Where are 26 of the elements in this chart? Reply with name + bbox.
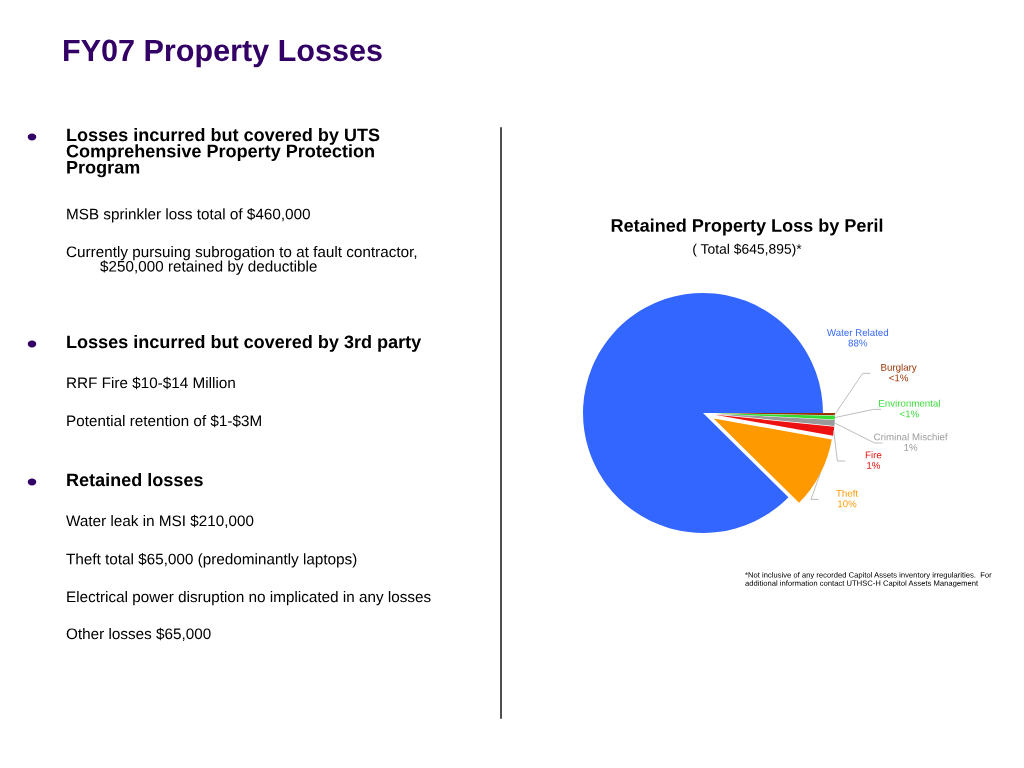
text: Theft total $65,000 (predominantly laptops)	[66, 553, 357, 568]
chart-title: Retained Property Loss by Peril	[611, 218, 883, 236]
text: Electrical power disruption no implicated in any losses	[67, 591, 431, 606]
data-label: <1%	[889, 374, 909, 382]
data-label: 88%	[848, 339, 868, 347]
slice-label: Burglary	[881, 363, 917, 373]
text: Losses incurred but covered by 3rd party	[67, 335, 422, 352]
text: Water leak in MSI $210,000	[66, 514, 254, 529]
text: MSB sprinkler loss total of $460,000	[67, 208, 310, 223]
text: FY07 Property Losses	[64, 39, 382, 68]
data-label: <1%	[900, 410, 919, 418]
slice-label: Water Related	[826, 328, 889, 336]
slice-label: Fire	[865, 451, 882, 459]
text: RRF Fire $10-$14 Million	[67, 376, 235, 390]
data-label: 1%	[867, 462, 881, 469]
slice-label: Environmental	[879, 399, 940, 407]
data-label: 1%	[904, 444, 918, 451]
text: Other losses $65,000	[66, 627, 211, 642]
text: Losses incurred but covered by UTS Comprehensive Property Protection Program	[66, 128, 380, 178]
chart-subtitle: ( Total $645,895)*	[693, 243, 802, 257]
slice-label: Criminal Mischief	[874, 433, 948, 441]
data-label: 10%	[838, 500, 857, 508]
text: Potential retention of $1-$3M	[67, 414, 261, 428]
slice-label: Theft	[836, 489, 859, 497]
text: Currently pursuing subrogation to at fault contractor, $250,000 retained by deductible	[66, 246, 417, 275]
text: Retained losses	[67, 473, 203, 487]
